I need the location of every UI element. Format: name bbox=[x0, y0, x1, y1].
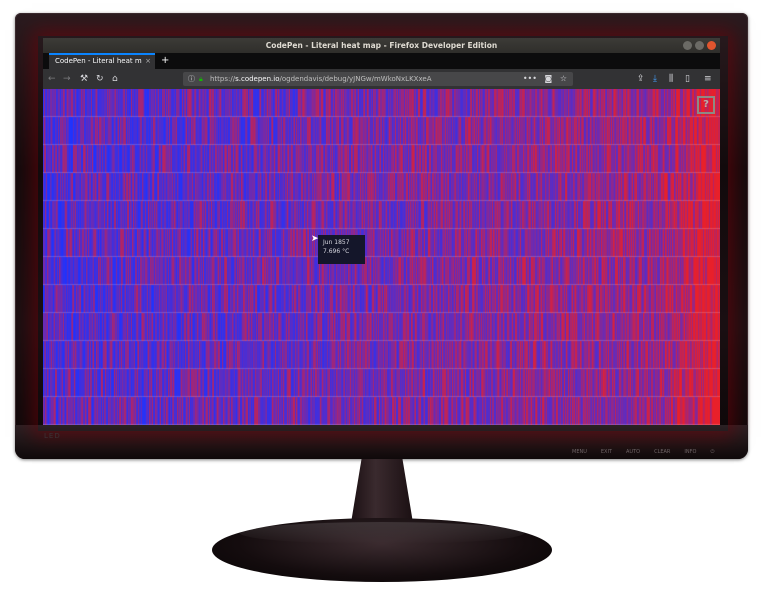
share-icon[interactable]: ⇪ bbox=[637, 74, 645, 84]
arrow-right-icon[interactable]: → bbox=[63, 74, 71, 84]
help-button[interactable]: ? bbox=[697, 96, 715, 114]
wrench-icon[interactable]: ⚒ bbox=[80, 74, 89, 84]
monitor-chin bbox=[15, 425, 748, 459]
tab-bar: CodePen - Literal heat m × + bbox=[43, 53, 720, 69]
library-icon[interactable]: ⫼ bbox=[669, 74, 674, 84]
monitor-brand: LED bbox=[44, 432, 61, 440]
new-tab-button[interactable]: + bbox=[161, 55, 170, 66]
tooltip-value: 7.696 °C bbox=[323, 248, 350, 255]
tab-codepen[interactable]: CodePen - Literal heat m × bbox=[49, 53, 155, 69]
window-title: CodePen - Literal heat map - Firefox Dev… bbox=[265, 41, 498, 50]
pocket-icon[interactable]: ◙ bbox=[544, 74, 553, 83]
arrow-left-icon[interactable]: ← bbox=[48, 74, 56, 84]
tooltip-date: Jun 1857 bbox=[323, 239, 350, 246]
nav-bar: ← → ⚒ ↻ ⌂ ⓘ 🔒︎ https://s.codepen.io/ogde… bbox=[43, 69, 720, 89]
page-actions-icon[interactable]: ••• bbox=[522, 74, 537, 83]
monitor-base bbox=[212, 518, 552, 582]
monitor-neck bbox=[350, 459, 414, 529]
tab-label: CodePen - Literal heat m bbox=[55, 57, 142, 65]
info-icon[interactable]: ⓘ bbox=[188, 75, 195, 83]
home-icon[interactable]: ⌂ bbox=[112, 74, 118, 84]
url-domain: s.codepen.io bbox=[235, 75, 280, 83]
url-actions: ••• ◙ ☆ bbox=[523, 72, 567, 86]
monitor-button-clear[interactable]: CLEAR bbox=[654, 449, 671, 455]
mouse-cursor-icon: ➤ bbox=[311, 234, 319, 244]
minimize-icon[interactable] bbox=[683, 41, 692, 50]
monitor-button-menu[interactable]: MENU bbox=[572, 449, 587, 455]
lock-icon: 🔒︎ bbox=[199, 75, 203, 83]
sidebar-icon[interactable]: ▯ bbox=[685, 74, 690, 84]
monitor-base-shine bbox=[240, 522, 524, 544]
bookmark-star-icon[interactable]: ☆ bbox=[559, 74, 567, 83]
menu-icon[interactable]: ≡ bbox=[704, 74, 712, 84]
power-icon[interactable]: ⏻ bbox=[710, 449, 715, 455]
monitor-button-info[interactable]: INFO bbox=[684, 449, 697, 455]
tooltip: Jun 1857 7.696 °C bbox=[318, 235, 365, 264]
monitor-buttons: MENU EXIT AUTO CLEAR INFO ⏻ bbox=[572, 449, 714, 455]
url-text: https://s.codepen.io/ogdendavis/debug/yJ… bbox=[210, 72, 432, 86]
close-tab-icon[interactable]: × bbox=[145, 57, 151, 65]
window-titlebar: CodePen - Literal heat map - Firefox Dev… bbox=[43, 38, 720, 53]
window-controls bbox=[683, 41, 716, 50]
url-protocol: https:// bbox=[210, 75, 236, 83]
heat-map[interactable] bbox=[43, 89, 720, 425]
monitor-button-auto[interactable]: AUTO bbox=[626, 449, 641, 455]
url-path: /ogdendavis/debug/yJNGw/mWkoNxLKXxeA bbox=[279, 75, 432, 83]
download-icon[interactable]: ⤓ bbox=[653, 74, 657, 84]
screen: CodePen - Literal heat map - Firefox Dev… bbox=[43, 38, 720, 425]
page-content: ? Jun 1857 7.696 °C ➤ bbox=[43, 89, 720, 425]
close-window-icon[interactable] bbox=[707, 41, 716, 50]
reload-icon[interactable]: ↻ bbox=[96, 74, 104, 84]
maximize-icon[interactable] bbox=[695, 41, 704, 50]
url-bar[interactable]: ⓘ 🔒︎ https://s.codepen.io/ogdendavis/deb… bbox=[183, 72, 573, 86]
monitor-button-exit[interactable]: EXIT bbox=[600, 449, 612, 455]
